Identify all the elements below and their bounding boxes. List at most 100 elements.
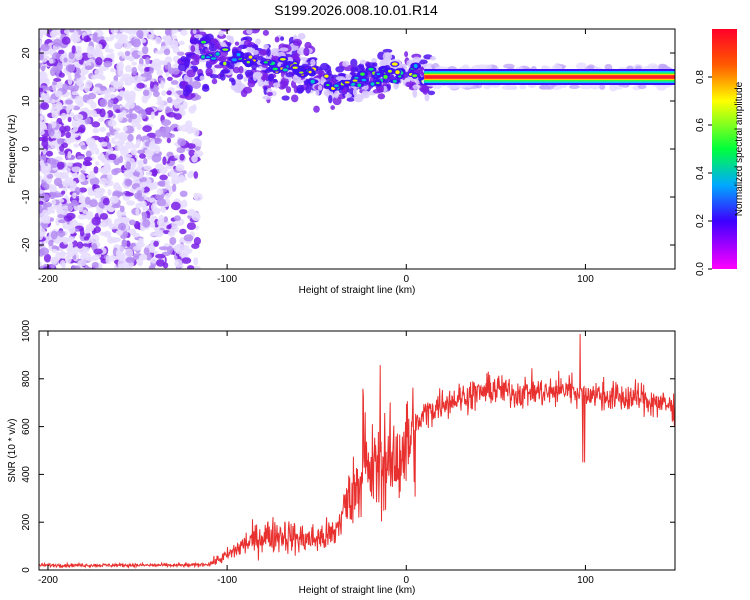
noise-cell <box>153 240 159 247</box>
noise-cell <box>91 261 99 269</box>
noise-cell <box>58 49 65 55</box>
noise-cell <box>138 237 144 244</box>
noise-cell <box>141 192 146 197</box>
noise-cell <box>39 249 45 257</box>
noise-cell <box>82 160 91 167</box>
noise-cell <box>89 177 100 186</box>
noise-cell <box>165 106 171 114</box>
noise-cell <box>145 171 153 176</box>
noise-cell <box>155 36 162 45</box>
noise-cell <box>183 234 194 242</box>
transition-cell <box>328 95 333 104</box>
y-tick-label: 800 <box>21 370 32 387</box>
tone-cell-core <box>334 84 339 88</box>
noise-cell <box>193 128 200 137</box>
noise-cell <box>107 236 115 244</box>
y-tick-label: 600 <box>21 418 32 435</box>
x-tick-label: 0 <box>403 575 409 586</box>
tone-cell-core <box>376 73 381 75</box>
noise-cell <box>64 125 71 132</box>
noise-cell <box>77 259 87 267</box>
transition-cell <box>418 59 428 65</box>
noise-cell <box>43 253 52 263</box>
transition-cell <box>393 82 399 90</box>
noise-cell <box>154 110 159 116</box>
noise-cell <box>143 158 148 165</box>
transition-cell <box>263 44 269 50</box>
noise-cell <box>166 137 172 144</box>
transition-cell <box>430 56 436 61</box>
transition-cell <box>205 67 213 76</box>
tone-cell-core <box>412 74 418 78</box>
noise-cell <box>113 84 124 90</box>
noise-cell <box>87 92 97 100</box>
noise-cell <box>39 121 47 130</box>
transition-cell <box>424 93 430 102</box>
tone-cell-core <box>391 62 398 66</box>
tone-cell-core <box>246 61 250 64</box>
noise-cell <box>106 132 111 137</box>
noise-cell <box>39 228 47 237</box>
noise-cell <box>192 104 197 111</box>
noise-cell <box>139 38 147 44</box>
noise-cell <box>142 205 149 211</box>
noise-cell <box>136 190 142 198</box>
noise-cell <box>58 72 65 78</box>
tone-cell-core <box>370 82 375 86</box>
noise-cell <box>77 214 87 220</box>
transition-cell <box>334 90 339 99</box>
noise-cell <box>102 157 108 164</box>
transition-cell <box>296 84 305 94</box>
noise-cell <box>92 128 100 134</box>
noise-cell <box>158 127 167 133</box>
noise-cell <box>171 99 180 106</box>
noise-cell <box>143 247 150 255</box>
noise-cell <box>113 167 122 174</box>
noise-cell <box>159 166 168 174</box>
y-tick-label: 200 <box>21 513 32 530</box>
noise-cell <box>85 211 94 220</box>
noise-cell <box>125 224 130 230</box>
noise-cell <box>167 245 173 255</box>
noise-cell <box>44 95 51 104</box>
noise-cell <box>117 68 124 77</box>
noise-cell <box>130 95 136 102</box>
noise-cell <box>146 197 157 203</box>
transition-cell <box>220 41 226 47</box>
noise-cell <box>91 121 101 128</box>
noise-cell <box>158 100 168 107</box>
tone-cell-core <box>299 71 304 74</box>
noise-cell <box>118 255 124 260</box>
noise-cell <box>96 74 105 80</box>
noise-cell <box>113 75 119 83</box>
noise-cell <box>119 90 125 97</box>
noise-cell <box>136 82 145 89</box>
noise-cell <box>139 153 146 159</box>
noise-cell <box>41 139 49 149</box>
tone-cell-core <box>263 61 268 64</box>
transition-cell <box>251 44 259 49</box>
noise-cell <box>149 81 154 89</box>
noise-cell <box>51 248 58 253</box>
noise-cell <box>71 172 79 179</box>
colorbar-label: Normalized spectral amplitude <box>734 81 745 216</box>
noise-cell <box>41 65 46 72</box>
tone-cell-core <box>398 75 402 78</box>
noise-cell <box>86 45 95 54</box>
noise-cell <box>114 130 120 140</box>
noise-cell <box>154 229 164 238</box>
x-tick-label: -200 <box>38 274 58 285</box>
noise-cell <box>77 204 84 213</box>
noise-cell <box>110 34 115 41</box>
transition-cell <box>209 74 219 79</box>
colorbar-tick-label: 0.0 <box>695 262 706 276</box>
transition-cell <box>319 62 330 71</box>
noise-cell <box>49 67 56 77</box>
tone-cell-core <box>279 58 286 61</box>
transition-cell <box>332 96 342 106</box>
y-tick-label: -20 <box>21 237 32 252</box>
tone-cell-core <box>383 74 388 79</box>
tone-halo-cell <box>568 84 580 89</box>
noise-cell <box>85 150 92 158</box>
